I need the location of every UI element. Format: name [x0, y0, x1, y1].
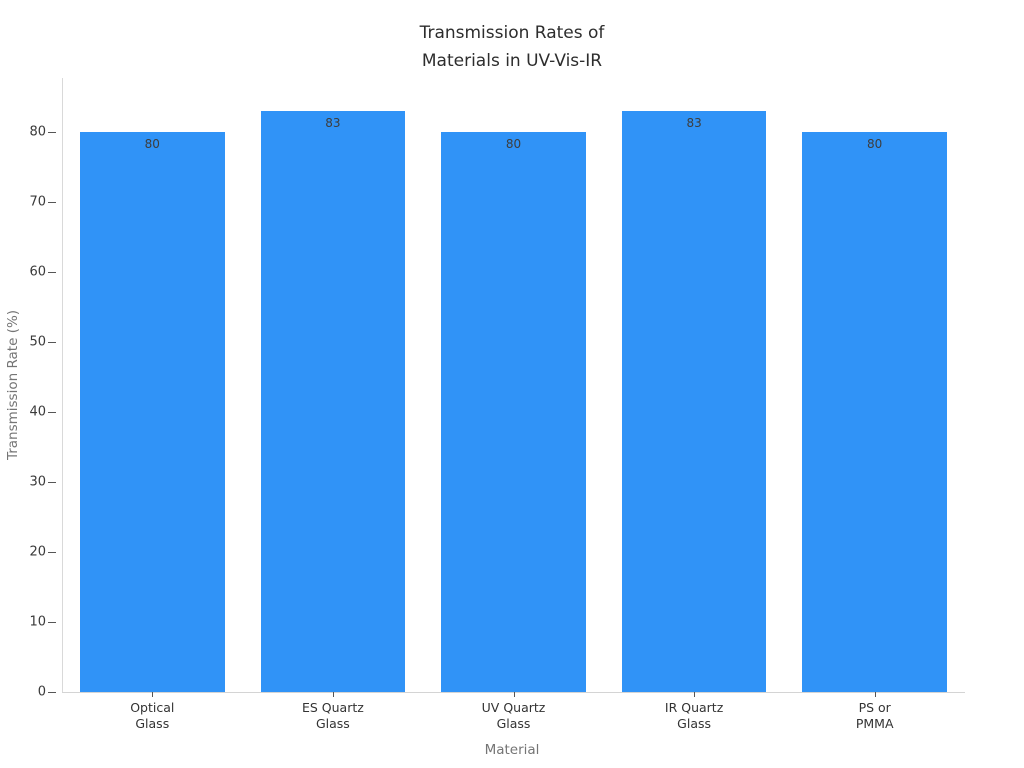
x-tick-label: ES Quartz Glass	[301, 700, 364, 731]
y-tick-mark	[48, 412, 56, 413]
y-tick-mark	[48, 692, 56, 693]
y-tick-label: 40	[29, 404, 46, 420]
chart-title: Transmission Rates of Materials in UV-Vi…	[419, 23, 605, 71]
bar: 83	[621, 111, 767, 692]
bar-value-label: 80	[867, 137, 883, 151]
y-tick-label: 50	[29, 334, 46, 350]
y-tick-mark	[48, 272, 56, 273]
x-tick-label: IR Quartz Glass	[664, 700, 724, 731]
y-tick-mark	[48, 482, 56, 483]
y-axis-spine	[62, 78, 63, 692]
y-tick-label: 30	[29, 474, 46, 490]
y-tick-mark	[48, 202, 56, 203]
bar-value-label: 80	[505, 137, 522, 151]
x-tick-mark	[874, 692, 876, 697]
bar-value-label: 83	[686, 116, 702, 130]
y-tick-label: 60	[29, 264, 46, 280]
y-tick-label: 70	[29, 194, 46, 210]
bar: 83	[260, 111, 406, 692]
bar-value-label: 83	[325, 116, 341, 130]
bar: 80	[80, 132, 225, 692]
x-axis-title: Material	[484, 742, 540, 758]
x-tick-label: UV Quartz Glass	[481, 700, 546, 731]
y-tick-mark	[48, 552, 56, 553]
y-tick-mark	[48, 342, 56, 343]
y-axis-title: Transmission Rate (%)	[5, 309, 21, 461]
bar: 80	[441, 132, 586, 692]
bar: 80	[802, 132, 947, 692]
y-tick-label: 20	[29, 544, 46, 560]
x-tick-mark	[332, 692, 334, 697]
y-tick-mark	[48, 622, 56, 623]
y-tick-label: 80	[29, 124, 46, 140]
x-tick-mark	[513, 692, 515, 697]
x-tick-mark	[152, 692, 154, 697]
x-tick-mark	[694, 692, 696, 697]
x-tick-label: PS or PMMA	[855, 700, 894, 731]
y-tick-label: 0	[37, 684, 46, 700]
y-tick-mark	[48, 132, 56, 133]
y-tick-label: 10	[29, 614, 46, 630]
bar-value-label: 80	[144, 137, 160, 151]
x-tick-label: Optical Glass	[130, 700, 175, 731]
